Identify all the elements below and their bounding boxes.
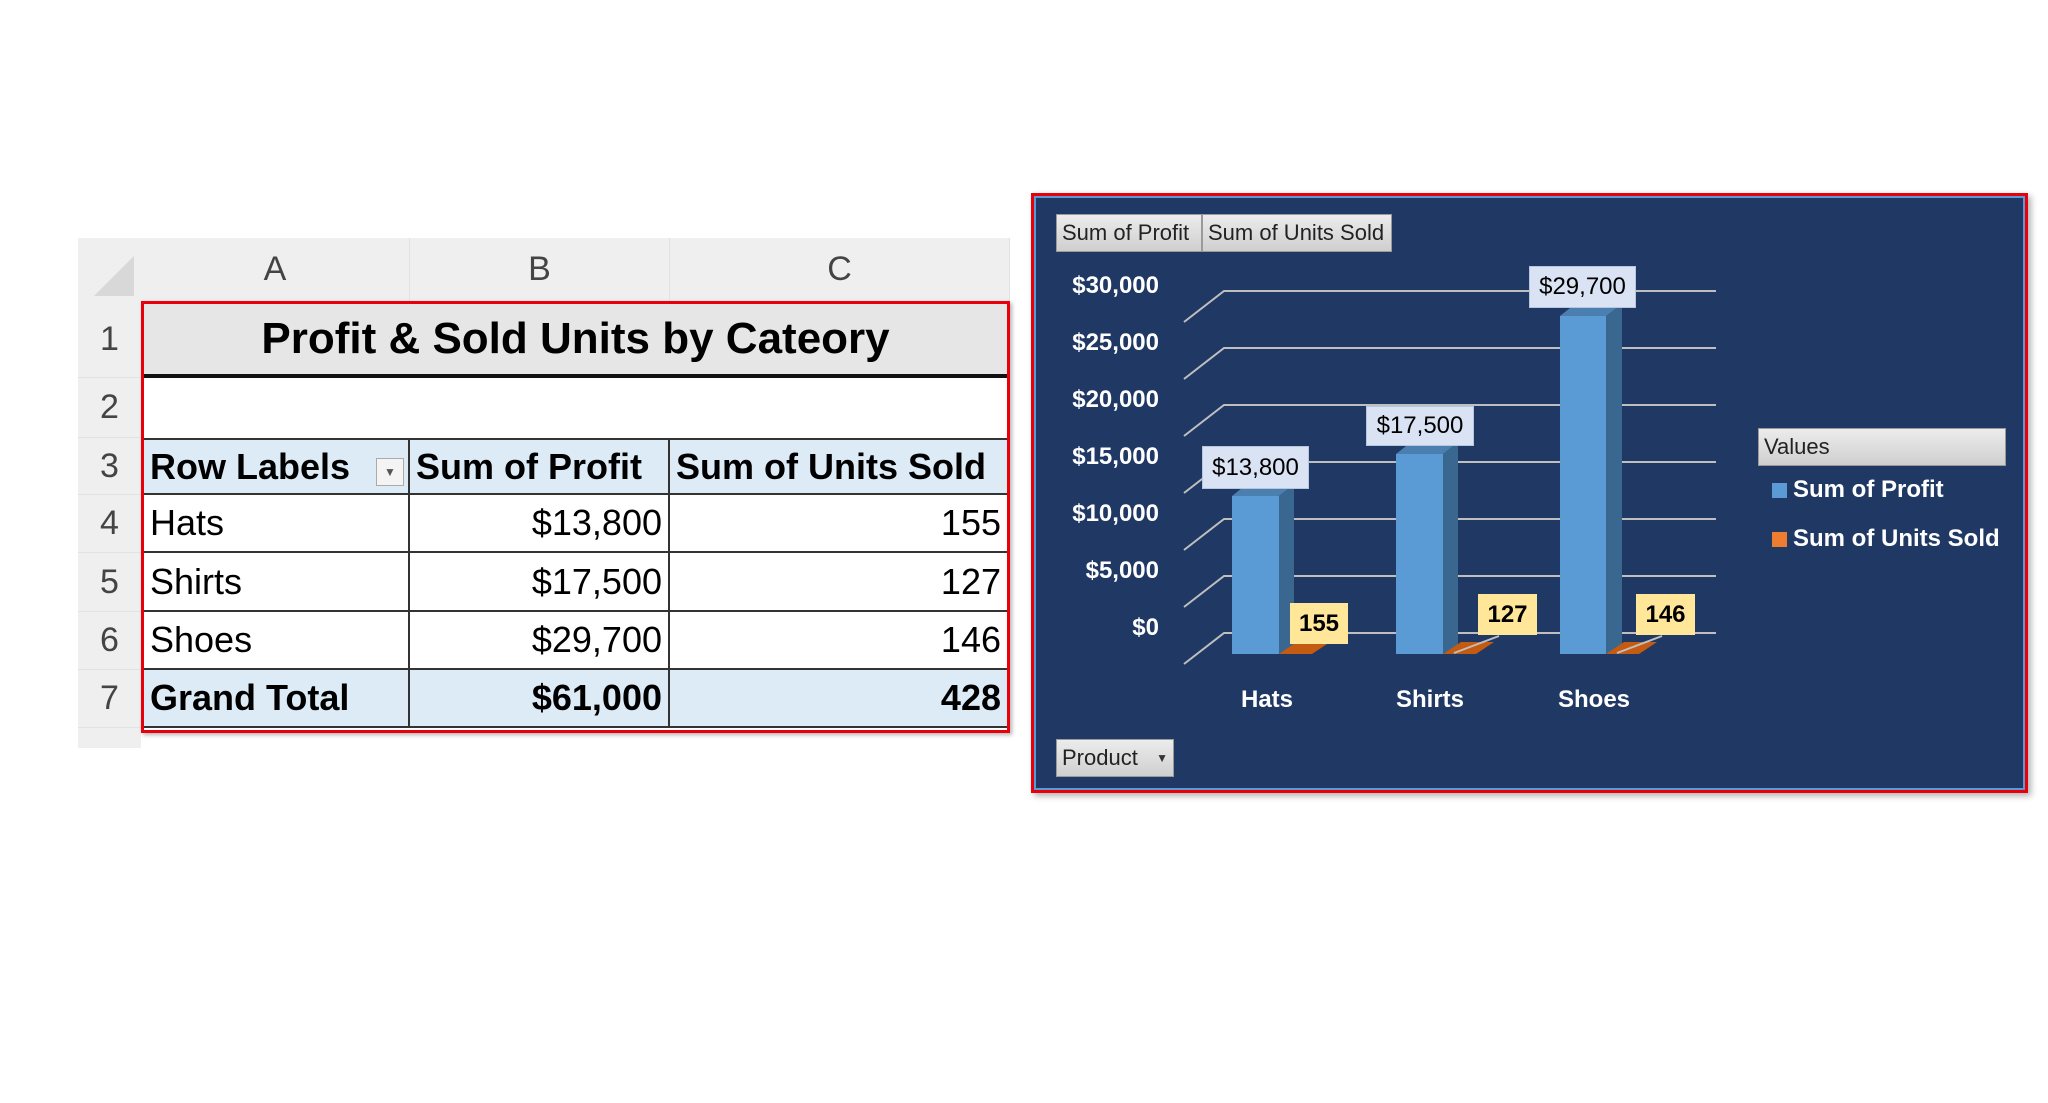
bar-profit-hats: [1232, 484, 1294, 654]
sheet-title[interactable]: Profit & Sold Units by Cateory: [144, 304, 1007, 378]
grand-total-profit[interactable]: $61,000: [410, 670, 670, 728]
data-label-profit-shoes[interactable]: $29,700: [1529, 266, 1636, 308]
category-label-shirts: Shirts: [1395, 686, 1465, 713]
product-field-button[interactable]: Product ▼: [1056, 739, 1174, 777]
column-header-c[interactable]: C: [670, 238, 1010, 301]
legend-label: Sum of Units Sold: [1793, 525, 2000, 552]
y-tick: $15,000: [1072, 443, 1159, 470]
data-label-units-shoes[interactable]: 146: [1636, 594, 1695, 635]
field-button-sum-of-profit[interactable]: Sum of Profit: [1056, 214, 1202, 252]
legend-item-sum-of-profit[interactable]: Sum of Profit: [1772, 476, 1944, 504]
table-row-units[interactable]: 127: [670, 553, 1007, 612]
table-row-units[interactable]: 155: [670, 495, 1007, 553]
table-row-label[interactable]: Hats: [144, 495, 410, 553]
table-row-label[interactable]: Shoes: [144, 612, 410, 670]
header-row-labels-text: Row Labels: [150, 445, 351, 487]
row-header-6[interactable]: 6: [78, 612, 141, 670]
data-label-profit-hats[interactable]: $13,800: [1202, 446, 1309, 489]
y-tick: $5,000: [1085, 557, 1159, 584]
row-header-7[interactable]: 7: [78, 670, 141, 728]
bar-units-hats: [1279, 642, 1330, 654]
chart-area-border: [1034, 196, 2025, 790]
table-row-profit[interactable]: $13,800: [410, 495, 670, 553]
y-tick: $25,000: [1072, 329, 1159, 356]
y-tick: $0: [1132, 614, 1159, 641]
y-tick: $10,000: [1072, 500, 1159, 527]
category-label-shoes: Shoes: [1557, 686, 1631, 713]
grand-total-label[interactable]: Grand Total: [144, 670, 410, 728]
bar-profit-shoes: [1560, 304, 1622, 654]
legend-swatch-profit-icon: [1772, 482, 1787, 498]
column-header-b[interactable]: B: [410, 238, 670, 301]
chevron-down-icon: ▼: [1156, 751, 1168, 765]
filter-dropdown-icon[interactable]: ▼: [376, 458, 404, 486]
legend-values-button[interactable]: Values: [1758, 428, 2006, 466]
header-sum-of-profit[interactable]: Sum of Profit: [410, 438, 670, 495]
data-label-profit-shirts[interactable]: $17,500: [1366, 406, 1474, 446]
table-row-profit[interactable]: $17,500: [410, 553, 670, 612]
row-header-2[interactable]: 2: [78, 378, 141, 438]
select-all-corner[interactable]: [78, 238, 141, 301]
header-sum-of-units-sold[interactable]: Sum of Units Sold: [670, 438, 1007, 495]
product-field-label: Product: [1062, 745, 1138, 770]
data-label-units-shirts[interactable]: 127: [1478, 594, 1537, 635]
pivot-chart[interactable]: Sum of Profit Sum of Units Sold: [1031, 193, 2028, 793]
legend-label: Sum of Profit: [1793, 476, 1944, 503]
grand-total-units[interactable]: 428: [670, 670, 1007, 728]
header-row-labels[interactable]: Row Labels ▼: [144, 438, 410, 495]
table-row-units[interactable]: 146: [670, 612, 1007, 670]
row-header-1[interactable]: 1: [78, 301, 141, 378]
y-tick: $20,000: [1072, 386, 1159, 413]
row-header-3[interactable]: 3: [78, 438, 141, 495]
legend-swatch-units-icon: [1772, 531, 1787, 547]
data-label-units-hats[interactable]: 155: [1290, 603, 1348, 644]
category-label-hats: Hats: [1240, 686, 1294, 713]
chart-plot-area: [1183, 290, 1716, 665]
bar-profit-shirts: [1396, 442, 1458, 654]
y-tick: $30,000: [1072, 272, 1159, 299]
row-header-5[interactable]: 5: [78, 553, 141, 612]
pivot-table-sheet: A B C 1 2 3 4 5 6 7 Profit & Sold Units …: [78, 238, 1010, 748]
row-header-4[interactable]: 4: [78, 495, 141, 553]
legend-item-sum-of-units-sold[interactable]: Sum of Units Sold: [1772, 525, 2000, 553]
table-row-profit[interactable]: $29,700: [410, 612, 670, 670]
field-button-sum-of-units-sold[interactable]: Sum of Units Sold: [1202, 214, 1392, 252]
table-row-label[interactable]: Shirts: [144, 553, 410, 612]
row-header-8[interactable]: [78, 728, 141, 748]
column-header-a[interactable]: A: [141, 238, 410, 301]
